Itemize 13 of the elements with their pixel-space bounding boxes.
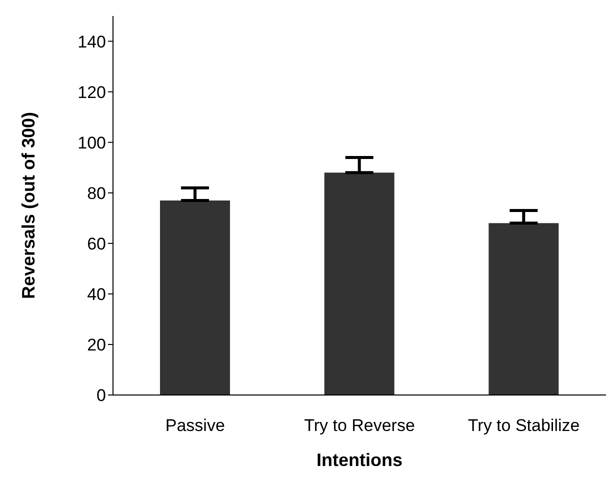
y-tick-label: 0 [96, 386, 106, 406]
y-tick-label: 80 [87, 184, 106, 203]
y-tick-label: 140 [78, 32, 106, 52]
y-tick-label: 100 [78, 133, 106, 152]
y-tick-label: 20 [87, 336, 106, 354]
y-axis-title: Reversals (out of 300) [18, 112, 38, 300]
x-tick-label: Try to Stabilize [468, 416, 580, 436]
y-tick-label: 40 [87, 284, 106, 304]
x-tick-label: Try to Reverse [304, 416, 415, 436]
y-tick-label: 120 [78, 82, 106, 102]
x-axis-title: Intentions [316, 450, 402, 470]
y-tick-label: 60 [87, 234, 106, 254]
x-tick-label: Passive [165, 416, 225, 436]
